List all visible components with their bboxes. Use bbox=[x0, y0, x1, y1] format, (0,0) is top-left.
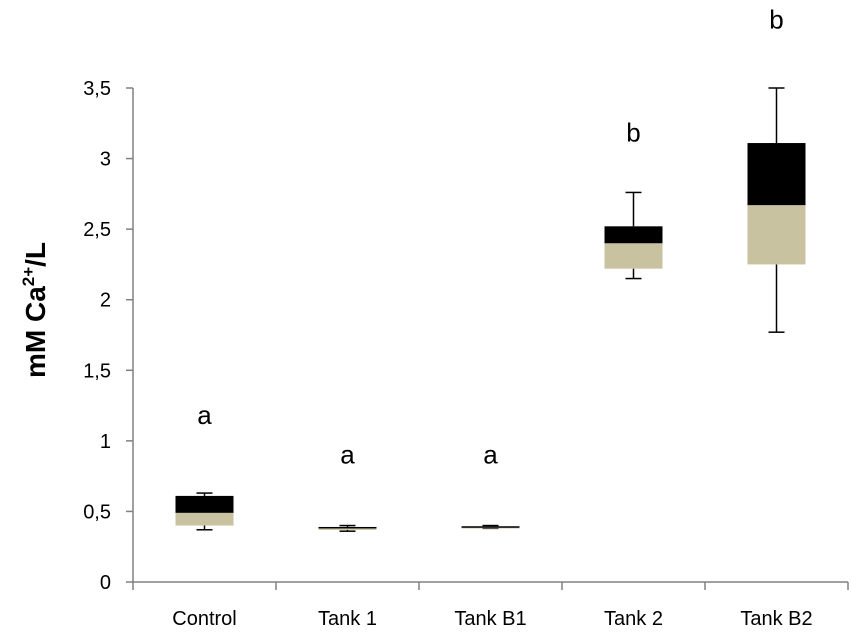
significance-label: a bbox=[197, 400, 212, 430]
y-axis-title-tail: /L bbox=[20, 242, 51, 267]
x-category-label: Tank 1 bbox=[318, 608, 377, 630]
upper-box bbox=[604, 226, 663, 244]
significance-label: a bbox=[483, 439, 498, 469]
box-tank-b2 bbox=[747, 87, 806, 333]
upper-box bbox=[318, 526, 377, 529]
y-axis-title-sup: 2+ bbox=[19, 267, 38, 286]
y-axis-title: mM Ca2+/L bbox=[19, 242, 51, 378]
significance-label: b bbox=[769, 5, 783, 35]
upper-box bbox=[175, 495, 234, 513]
upper-box bbox=[461, 526, 520, 528]
x-category-label: Tank 2 bbox=[604, 608, 663, 630]
y-axis-title-main: mM Ca bbox=[20, 286, 51, 378]
y-tick-label: 1 bbox=[100, 431, 111, 453]
lower-box bbox=[747, 205, 806, 265]
y-axis: 0 0,5 1 1,5 2 2,5 3 3,5 bbox=[83, 78, 134, 594]
y-tick-label: 2,5 bbox=[83, 219, 111, 241]
y-tick-label: 1,5 bbox=[83, 360, 111, 382]
y-tick-label: 2 bbox=[100, 290, 111, 312]
x-category-label: Control bbox=[172, 608, 236, 630]
box-tank-1 bbox=[318, 524, 377, 532]
box-tank-b1 bbox=[461, 524, 520, 530]
box-tank-2 bbox=[604, 191, 663, 280]
y-tick-label: 3 bbox=[100, 149, 111, 171]
y-tick-label: 0,5 bbox=[83, 501, 111, 523]
boxes bbox=[175, 87, 806, 532]
lower-box bbox=[318, 528, 377, 530]
significance-label: a bbox=[340, 439, 355, 469]
y-tick-label: 3,5 bbox=[83, 78, 111, 100]
x-axis: Control Tank 1 Tank B1 Tank 2 Tank B2 bbox=[132, 581, 849, 630]
x-category-label: Tank B2 bbox=[740, 608, 812, 630]
box-control bbox=[175, 492, 234, 531]
significance-label: b bbox=[626, 118, 640, 148]
lower-box bbox=[604, 243, 663, 269]
lower-box bbox=[175, 512, 234, 526]
significance-labels: a a a b b bbox=[197, 5, 783, 470]
x-category-label: Tank B1 bbox=[454, 608, 526, 630]
upper-box bbox=[747, 143, 806, 206]
y-tick-label: 0 bbox=[100, 572, 111, 594]
